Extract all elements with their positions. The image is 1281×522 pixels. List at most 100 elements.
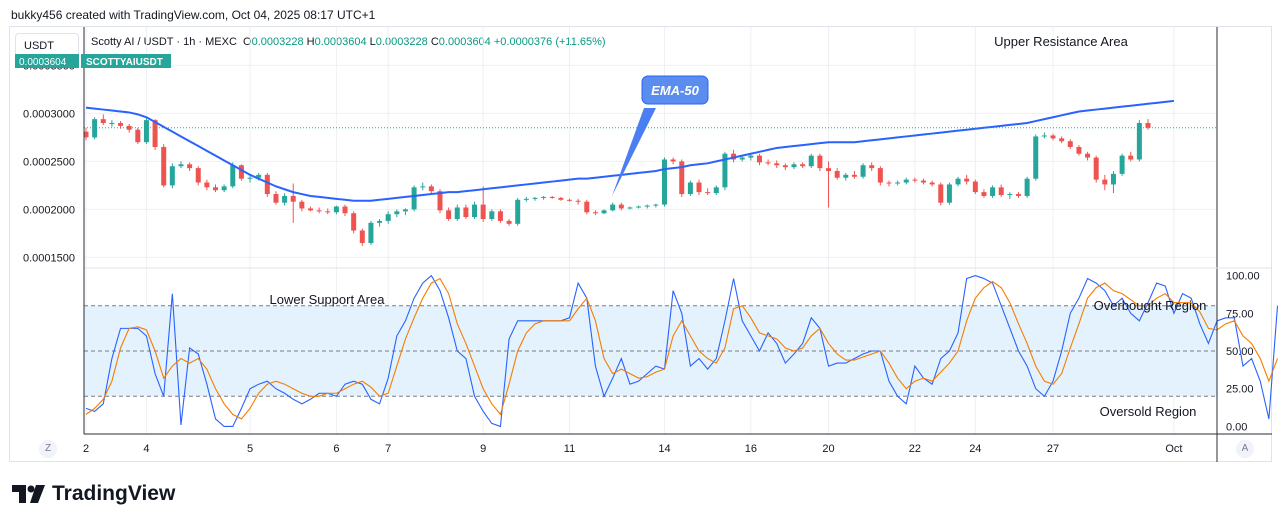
- candle-body: [791, 164, 797, 168]
- candle-body: [610, 204, 616, 211]
- x-tick-label: 4: [143, 443, 149, 455]
- candle-body: [100, 119, 106, 123]
- x-tick-label: 6: [333, 443, 339, 455]
- candle-body: [990, 187, 996, 196]
- candle-body: [420, 186, 426, 188]
- auto-scale-button[interactable]: A: [1236, 440, 1254, 458]
- candle-body: [1076, 147, 1082, 154]
- candle-body: [299, 201, 305, 209]
- low-value: 0.0003228: [375, 36, 428, 48]
- ema-callout-box: [641, 75, 709, 105]
- x-tick-label: Oct: [1165, 443, 1182, 455]
- candle-body: [1041, 135, 1047, 137]
- candle-body: [394, 211, 400, 215]
- symbol-label[interactable]: Scotty AI / USDT · 1h · MEXC: [91, 36, 237, 48]
- candle-body: [1093, 157, 1099, 180]
- candle-body: [756, 155, 762, 163]
- candle-body: [282, 195, 288, 203]
- x-tick-label: 7: [385, 443, 391, 455]
- overbought-annotation: Overbought Region: [1094, 298, 1207, 313]
- candle-body: [109, 123, 115, 124]
- x-tick-label: 27: [1047, 443, 1059, 455]
- candle-body: [860, 165, 866, 177]
- candle-body: [204, 182, 210, 188]
- oscillator-k-line: [85, 274, 1279, 428]
- candle-body: [506, 220, 512, 224]
- candle-body: [195, 168, 201, 183]
- candle-body: [713, 187, 719, 194]
- brand-name: TradingView: [52, 482, 176, 505]
- price-tag-value-bg: [15, 54, 79, 68]
- candle-body: [584, 201, 590, 213]
- candle-body: [826, 168, 832, 171]
- candle-body: [592, 212, 598, 214]
- high-key: H: [306, 36, 315, 48]
- x-tick-label: 11: [564, 443, 575, 455]
- price-tick-label: 0.0003000: [23, 108, 75, 120]
- candle-body: [1033, 136, 1039, 179]
- candle-body: [601, 210, 607, 214]
- candle-body: [938, 184, 944, 203]
- low-key: L: [369, 36, 376, 48]
- currency-select[interactable]: USDT: [15, 33, 79, 57]
- candle-body: [834, 171, 840, 178]
- x-tick-label: 5: [247, 443, 253, 455]
- candle-body: [661, 159, 667, 205]
- candle-body: [687, 182, 693, 195]
- candle-body: [739, 157, 745, 160]
- price-tag-symbol: SCOTTYAIUSDT: [86, 57, 163, 68]
- oscillator-tick-label: 100.00: [1226, 271, 1260, 283]
- candle-body: [549, 196, 555, 198]
- candle-body: [869, 165, 875, 169]
- x-tick-label: 14: [658, 443, 670, 455]
- tradingview-logo-icon: [12, 485, 45, 503]
- candle-body: [230, 165, 236, 187]
- oscillator-tick-label: 0.00: [1226, 421, 1247, 433]
- candle-body: [929, 182, 935, 185]
- candle-body: [653, 204, 659, 206]
- candle-body: [1110, 173, 1116, 185]
- candle-body: [515, 199, 521, 224]
- candle-body: [1067, 141, 1073, 147]
- x-tick-label: 2: [83, 443, 89, 455]
- candle-body: [748, 155, 754, 158]
- candle-body: [912, 179, 918, 181]
- candle-body: [1128, 155, 1134, 160]
- candle-body: [972, 181, 978, 193]
- candle-body: [696, 182, 702, 193]
- price-chart[interactable]: 2 4 5 6 7 9 11 14 16 20 22 24 27 Oct0.00015000.000200…: [0, 0, 1281, 462]
- candle-body: [1007, 194, 1013, 196]
- support-annotation: Lower Support Area: [270, 292, 386, 307]
- candle-body: [946, 184, 952, 203]
- candle-body: [454, 207, 460, 219]
- candle-body: [921, 180, 927, 183]
- attribution-header: bukky456 created with TradingView.com, O…: [11, 8, 376, 22]
- x-tick-label: 16: [745, 443, 757, 455]
- candle-body: [264, 174, 270, 195]
- ema-callout-label: EMA-50: [651, 83, 699, 98]
- candle-body: [774, 163, 780, 166]
- oscillator-d-line: [85, 277, 1279, 420]
- candle-body: [316, 210, 322, 212]
- tradingview-logo: TradingView: [12, 482, 175, 506]
- candle-body: [1024, 178, 1030, 196]
- candle-body: [877, 168, 883, 183]
- candle-body: [851, 174, 857, 177]
- log-scale-button[interactable]: Z: [39, 440, 57, 458]
- close-key: C: [430, 36, 439, 48]
- candle-body: [428, 186, 434, 192]
- open-key: O: [243, 36, 252, 48]
- candle-body: [1119, 155, 1125, 174]
- candle-body: [679, 161, 685, 195]
- candle-body: [92, 119, 98, 138]
- x-tick-label: 24: [969, 443, 981, 455]
- candle-body: [221, 186, 227, 191]
- candle-body: [187, 164, 193, 169]
- candle-body: [497, 211, 503, 221]
- price-tick-label: 0.0002500: [23, 156, 75, 168]
- change-value: +0.0000376 (+11.65%): [493, 36, 606, 48]
- x-tick-label: 20: [822, 443, 834, 455]
- close-value: 0.0003604: [438, 36, 491, 48]
- candle-body: [808, 155, 814, 167]
- candle-body: [463, 207, 469, 218]
